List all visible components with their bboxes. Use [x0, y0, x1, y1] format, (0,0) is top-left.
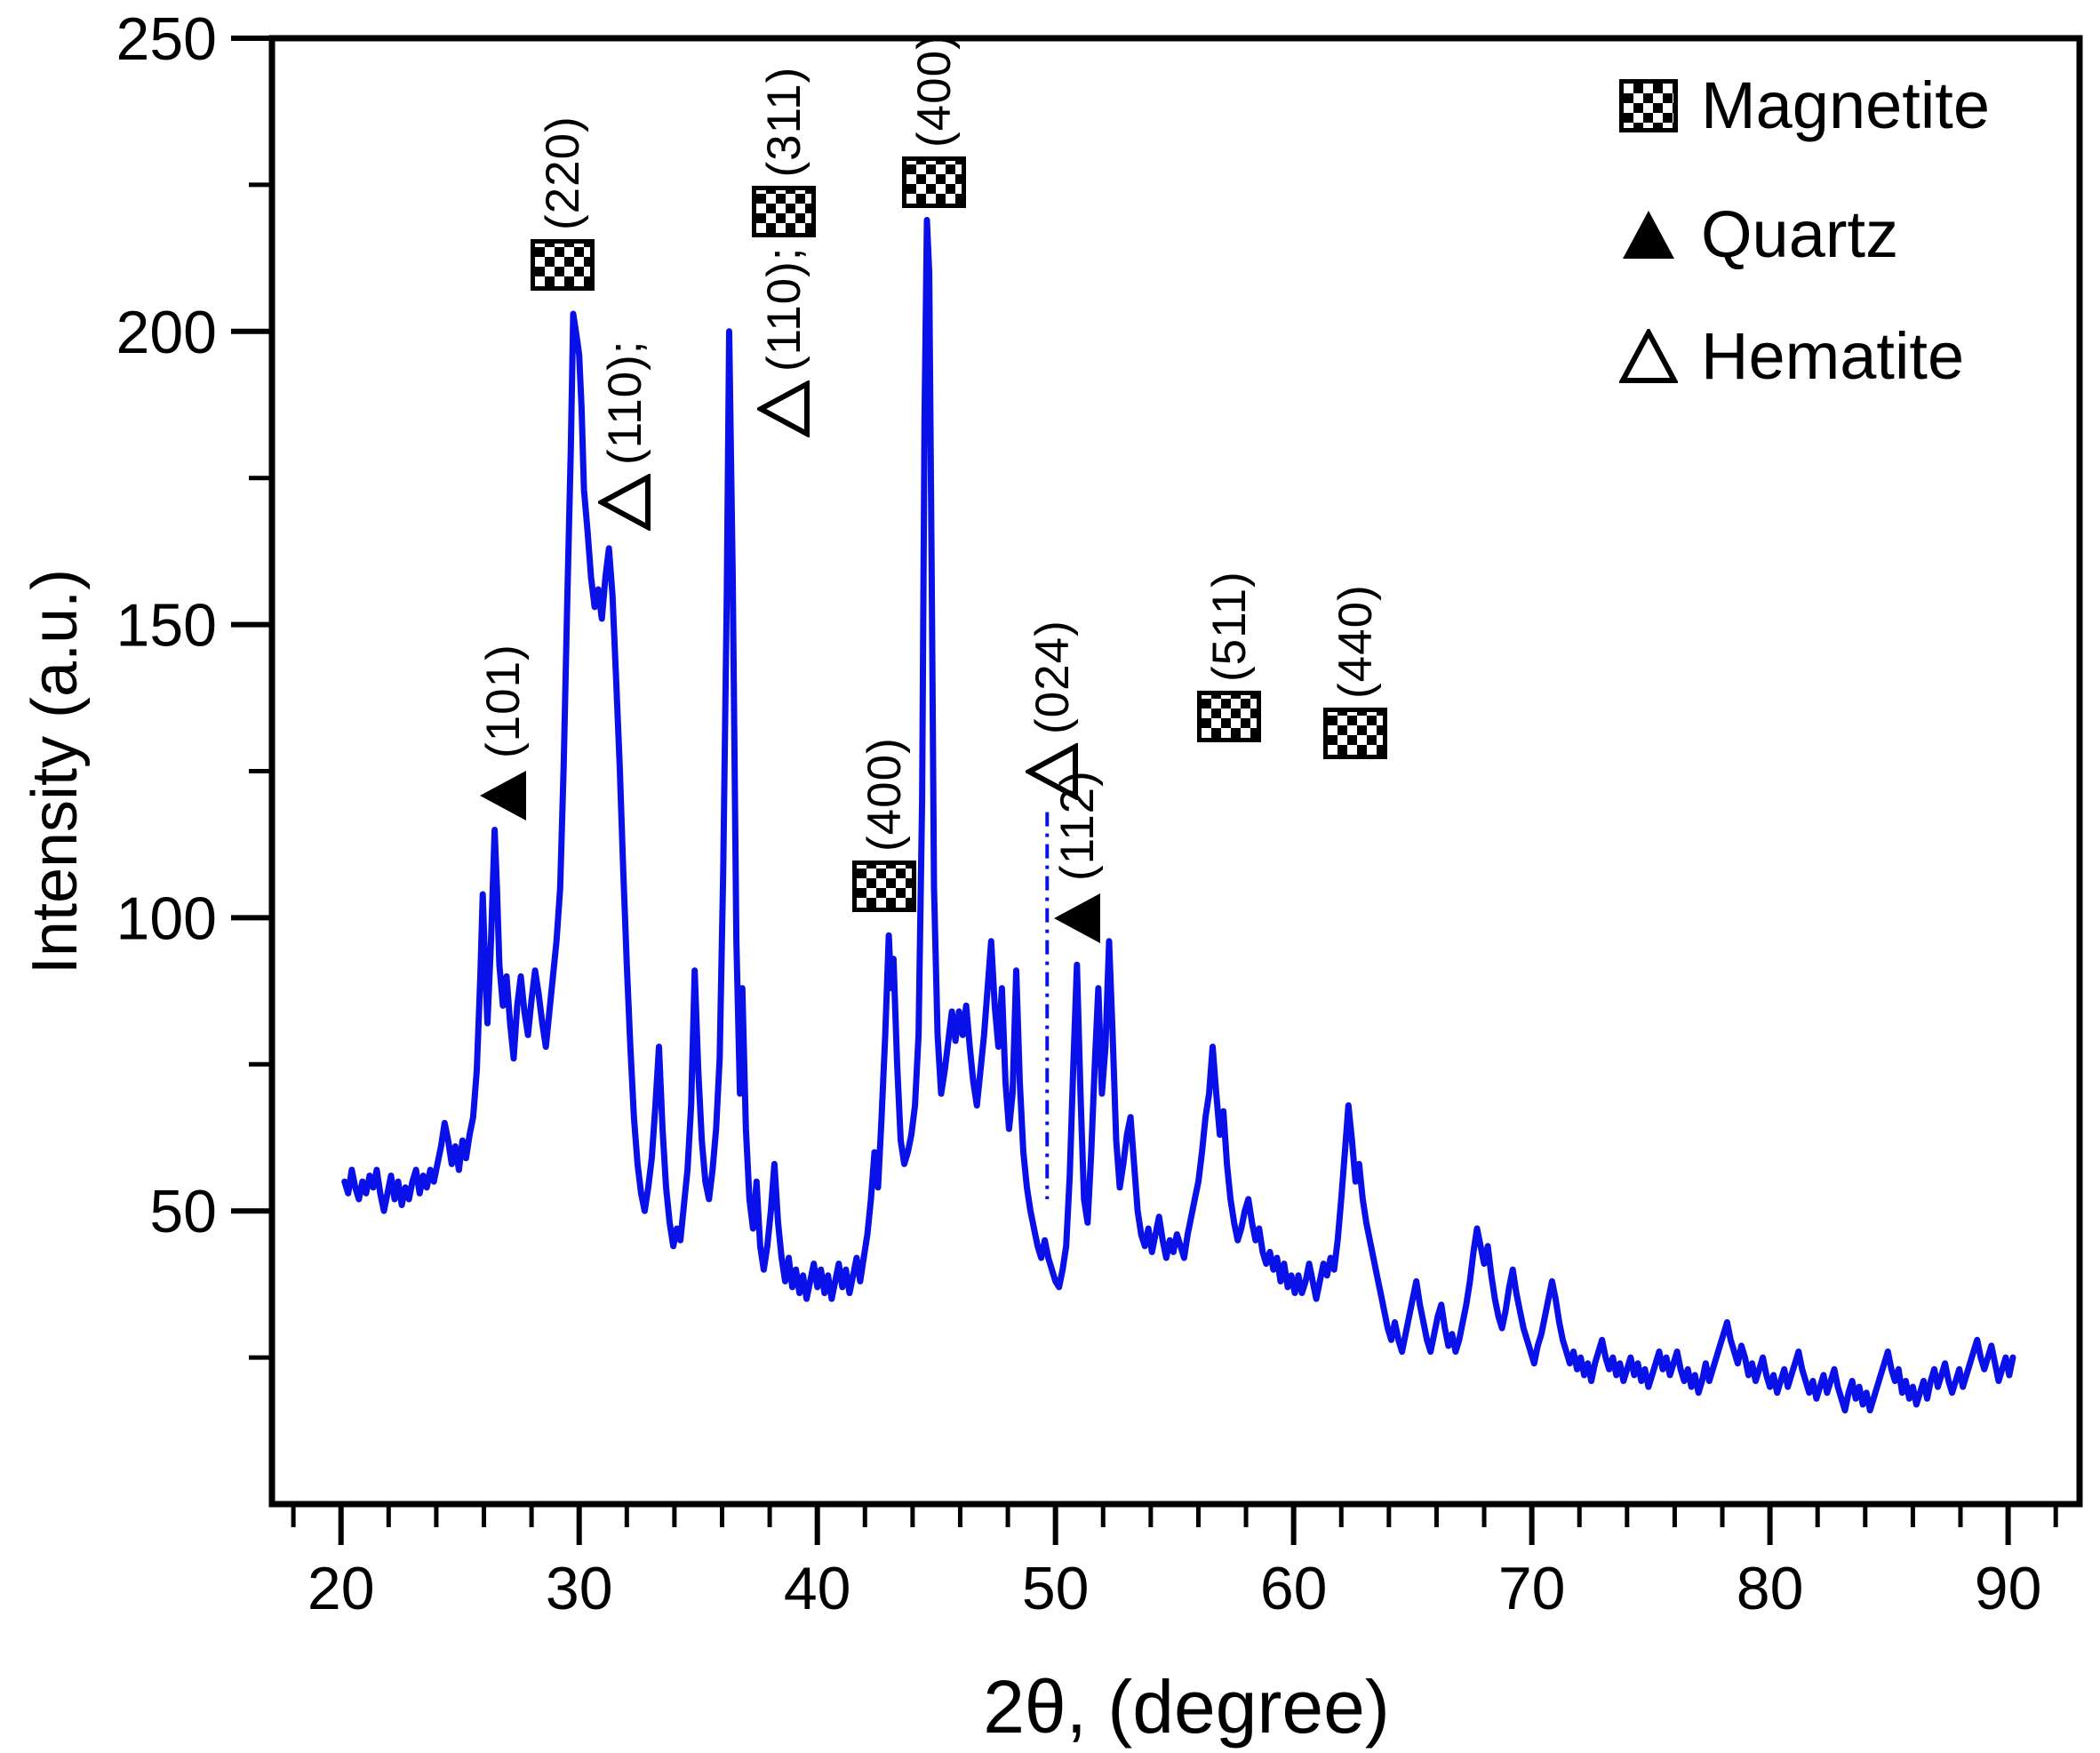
y-tick-label: 150	[116, 592, 217, 660]
x-tick-label: 40	[784, 1555, 851, 1622]
peak-label-hematite-024: (024)	[1025, 620, 1079, 801]
magnetite-symbol-icon	[1619, 79, 1678, 132]
peak-label-text: (400)	[858, 737, 911, 852]
legend-item-magnetite: Magnetite	[1619, 73, 1990, 139]
x-tick-label: 50	[1022, 1555, 1090, 1622]
y-axis-title: Intensity (a.u.)	[20, 568, 91, 975]
x-tick-label: 60	[1260, 1555, 1328, 1622]
peak-label-text: (112)	[1050, 770, 1104, 882]
y-tick-label: 100	[116, 885, 217, 952]
peak-label-text: (220)	[536, 115, 589, 230]
quartz-symbol-icon	[1053, 893, 1100, 944]
magnetite-symbol-icon	[1323, 708, 1388, 760]
peak-label-quartz-101: (101)	[476, 644, 530, 824]
magnetite-symbol-icon	[851, 860, 916, 912]
magnetite-symbol-icon	[1197, 690, 1262, 742]
x-tick-label: 90	[1975, 1555, 2042, 1622]
peak-label-text: (024)	[1026, 620, 1079, 735]
legend-label: Hematite	[1701, 319, 1965, 393]
x-tick-label: 30	[546, 1555, 613, 1622]
peak-label-magnetite-440: (440)	[1323, 584, 1388, 760]
peak-label-magnetite-400-low: (400)	[851, 737, 916, 912]
peak-label-text: (110);	[598, 340, 651, 466]
peak-label-text: (311)	[757, 66, 810, 177]
legend-label: Quartz	[1701, 197, 1899, 271]
legend-label: Magnetite	[1701, 68, 1990, 142]
x-axis-title: 2θ, (degree)	[983, 1665, 1390, 1749]
magnetite-symbol-icon	[530, 238, 595, 291]
peak-label-text: (511)	[1202, 570, 1256, 682]
y-tick-label: 50	[149, 1178, 217, 1245]
quartz-symbol-icon	[479, 770, 526, 820]
peak-label-text: (110);	[757, 245, 810, 372]
peak-label-text: (400)	[907, 33, 961, 148]
magnetite-symbol-icon	[901, 156, 966, 209]
magnetite-symbol-icon	[752, 185, 817, 237]
hematite-symbol-icon	[597, 474, 651, 532]
quartz-symbol-icon	[1623, 211, 1674, 259]
x-tick-label: 70	[1498, 1555, 1566, 1622]
x-tick-label: 80	[1737, 1555, 1804, 1622]
peak-label-hematite-110-magnetite-311: (110); (311)	[752, 66, 817, 437]
legend-item-hematite: Hematite	[1619, 324, 1964, 389]
peak-label-text: (440)	[1329, 584, 1382, 700]
hematite-symbol-icon	[1619, 329, 1678, 383]
hematite-symbol-icon	[757, 380, 810, 437]
hematite-symbol-icon	[1025, 743, 1078, 801]
peak-label-magnetite-400-high: (400)	[901, 33, 966, 209]
x-tick-label: 20	[307, 1555, 375, 1622]
y-tick-label: 250	[116, 5, 217, 73]
xrd-trace	[341, 217, 2016, 1413]
peak-label-quartz-112: (112)	[1050, 771, 1104, 948]
legend-item-quartz: Quartz	[1619, 202, 1898, 268]
peak-label-hematite-110: (110);	[597, 340, 651, 532]
peak-label-magnetite-511: (511)	[1197, 570, 1262, 742]
peak-label-magnetite-220: (220)	[530, 115, 595, 291]
y-tick-label: 200	[116, 299, 217, 366]
peak-label-text: (101)	[476, 644, 530, 758]
